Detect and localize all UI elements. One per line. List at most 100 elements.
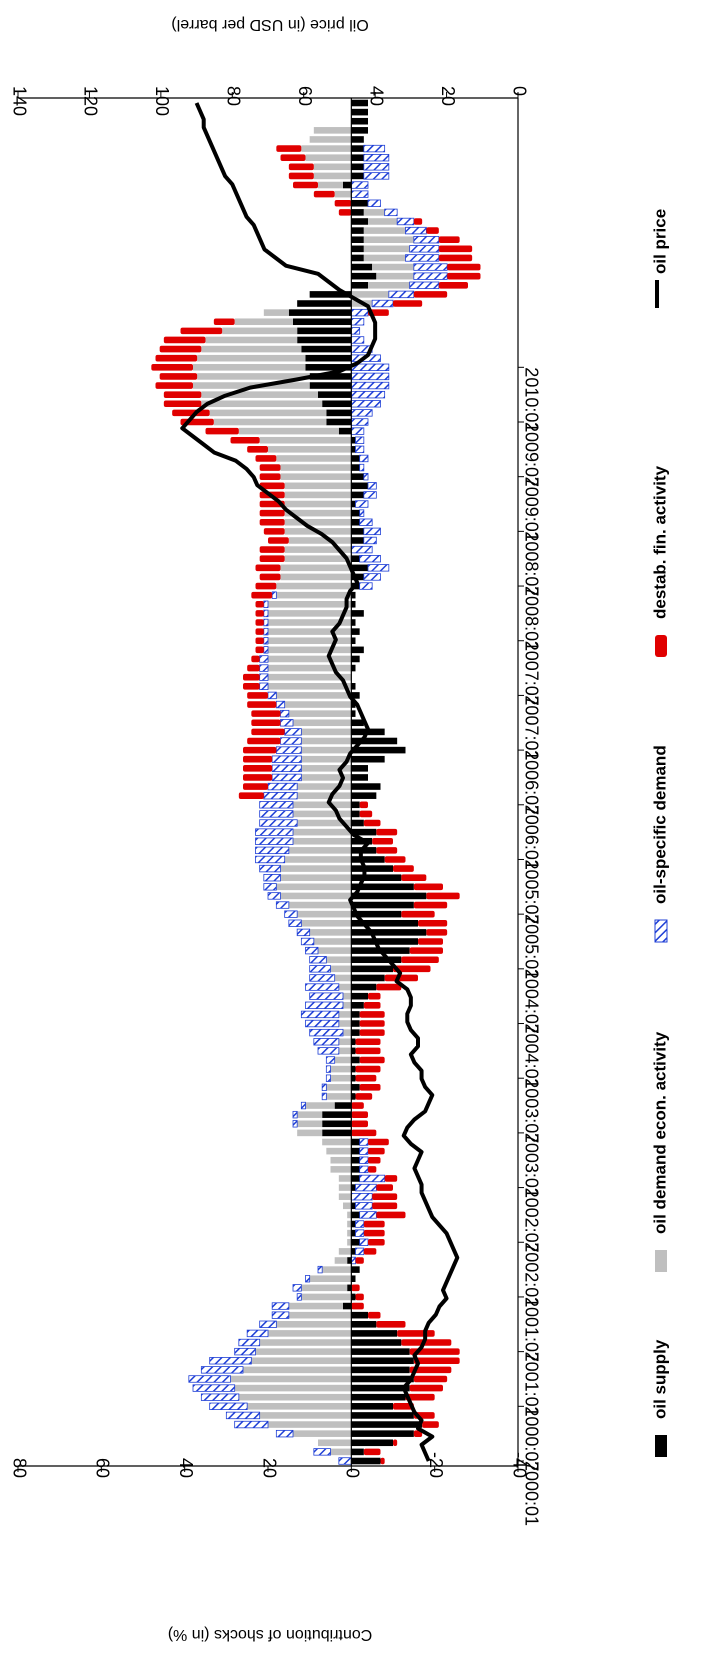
bar-demand_econ-3 — [293, 1430, 352, 1437]
bar-demand_econ-84 — [276, 692, 352, 699]
bar-oil_specific-78 — [275, 746, 302, 754]
bar-supply-133 — [351, 245, 364, 253]
time-tick-label-10: 2005:01 — [521, 914, 541, 979]
bar-supply-32 — [351, 1166, 360, 1173]
bar-fin-64 — [401, 874, 427, 881]
legend-swatch-supply — [655, 1435, 667, 1457]
bar-supply-60 — [351, 910, 402, 918]
bar-fin-45 — [355, 1047, 381, 1055]
bar-supply-17 — [343, 1302, 352, 1310]
bar-supply-52 — [351, 983, 377, 991]
bar-demand_econ-26 — [347, 1220, 352, 1228]
bar-demand_econ-40 — [326, 1093, 352, 1100]
bar-demand_econ-113 — [238, 427, 339, 435]
bar-oil_specific-28 — [355, 1202, 373, 1210]
bar-oil_specific-25 — [355, 1229, 365, 1237]
bar-fin-36 — [351, 1129, 377, 1137]
bar-fin-79 — [247, 737, 281, 745]
bar-oil_specific-144 — [363, 144, 386, 153]
bar-supply-111 — [351, 446, 356, 453]
bar-fin-123 — [163, 336, 206, 344]
bar-demand_econ-50 — [343, 1002, 352, 1009]
bar-demand_econ-115 — [209, 409, 327, 417]
time-tick-label-0: 2000:01 — [521, 1461, 541, 1526]
bar-fin-37 — [351, 1120, 368, 1128]
bar-fin-51 — [368, 992, 381, 1000]
bar-fin-78 — [243, 746, 277, 754]
bar-fin-94 — [255, 600, 264, 608]
bar-supply-126 — [288, 309, 352, 316]
bar-oil_specific-100 — [350, 545, 373, 554]
bar-oil_specific-62 — [267, 892, 281, 900]
bar-demand_econ-104 — [284, 509, 352, 517]
bar-oil_specific-72 — [259, 801, 294, 809]
bar-demand_econ-30 — [338, 1184, 352, 1191]
bar-demand_econ-1 — [330, 1448, 352, 1456]
legend-label-supply: oil supply — [650, 1339, 669, 1419]
bar-oil_specific-128 — [388, 290, 415, 299]
bar-demand_econ-75 — [301, 774, 352, 781]
bar-oil_specific-60 — [284, 910, 298, 918]
bar-fin-10 — [409, 1366, 452, 1374]
bar-oil_specific-125 — [350, 318, 365, 326]
bar-supply-0 — [351, 1457, 381, 1465]
bar-demand_econ-109 — [280, 464, 352, 471]
bar-supply-7 — [351, 1393, 406, 1401]
bar-fin-90 — [255, 637, 264, 645]
bar-oil_specific-108 — [363, 472, 369, 481]
bar-supply-78 — [351, 746, 406, 754]
bar-oil_specific-68 — [255, 837, 294, 845]
bar-demand_econ-2 — [318, 1439, 352, 1447]
bar-demand_econ-46 — [338, 1038, 352, 1046]
bar-fin-86 — [243, 673, 260, 681]
bar-fin-130 — [447, 272, 481, 280]
bar-oil_specific-63 — [263, 883, 277, 891]
bar-supply-145 — [351, 136, 364, 143]
bar-demand_econ-57 — [313, 938, 352, 945]
bar-supply-41 — [351, 1084, 360, 1091]
bar-fin-55 — [401, 956, 439, 964]
bar-fin-50 — [363, 1002, 381, 1009]
bar-supply-42 — [351, 1074, 356, 1082]
bar-fin-144 — [276, 145, 302, 152]
bar-demand_econ-49 — [338, 1011, 352, 1018]
bar-oil_specific-48 — [305, 1019, 340, 1028]
bar-demand_econ-86 — [268, 673, 352, 681]
bar-supply-148 — [351, 108, 368, 116]
bar-demand_econ-82 — [288, 710, 352, 717]
bar-oil_specific-126 — [350, 308, 369, 317]
legend-swatch-price — [655, 280, 659, 308]
time-tick-label-8: 2004:01 — [521, 1024, 541, 1089]
bar-supply-39 — [334, 1102, 352, 1109]
bar-supply-21 — [351, 1266, 360, 1273]
left-axis-title: Contribution of shocks (in %) — [168, 1626, 373, 1643]
bar-oil_specific-32 — [359, 1165, 369, 1174]
bar-fin-17 — [351, 1302, 364, 1310]
bar-oil_specific-1 — [313, 1448, 331, 1456]
bar-demand_econ-130 — [376, 272, 414, 280]
bar-fin-92 — [255, 619, 264, 626]
bar-oil_specific-131 — [413, 263, 448, 271]
bar-supply-138 — [351, 199, 368, 207]
bar-oil_specific-107 — [367, 482, 377, 490]
bar-supply-30 — [351, 1184, 356, 1191]
bar-demand_econ-33 — [330, 1156, 352, 1164]
bar-fin-116 — [163, 400, 202, 408]
bar-oil_specific-73 — [263, 791, 298, 800]
bar-demand_econ-100 — [284, 546, 352, 553]
bar-supply-24 — [351, 1238, 360, 1246]
bar-fin-134 — [438, 236, 460, 243]
bar-fin-75 — [243, 774, 273, 781]
bar-supply-57 — [351, 938, 418, 945]
oil-price-line — [180, 102, 460, 1462]
time-tick-label-4: 2002:01 — [521, 1242, 541, 1307]
bar-oil_specific-98 — [367, 564, 390, 572]
bar-demand_econ-48 — [338, 1020, 352, 1027]
bar-demand_econ-129 — [368, 282, 410, 289]
bar-oil_specific-94 — [263, 600, 269, 608]
bar-demand_econ-7 — [238, 1393, 352, 1401]
bar-supply-88 — [351, 655, 360, 663]
bar-fin-132 — [438, 254, 473, 262]
bar-oil_specific-58 — [296, 928, 311, 937]
bar-supply-109 — [351, 464, 360, 471]
